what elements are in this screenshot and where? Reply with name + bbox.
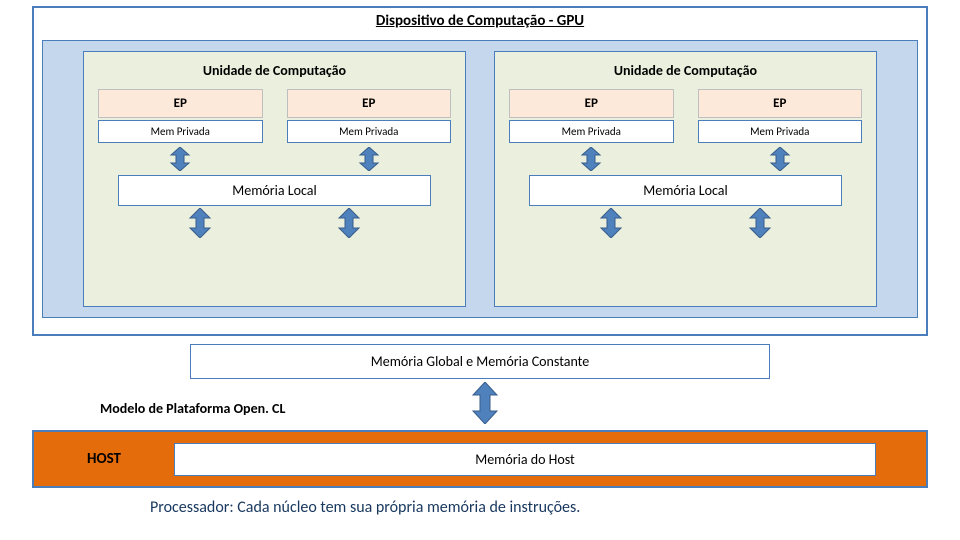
arrow-updown-icon [470,382,500,429]
host-label: HOST [34,450,174,468]
arrow-updown-icon [336,208,362,243]
arrow-updown-icon [187,208,213,243]
mem-privada-box: Mem Privada [98,120,263,143]
mem-privada-box: Mem Privada [509,120,674,143]
ep-col-1-0: EP Mem Privada [509,89,674,175]
arrow-updown-icon [580,147,602,171]
gpu-device-box: Dispositivo de Computação - GPU Unidade … [32,6,928,336]
compute-unit-0-title: Unidade de Computação [98,58,451,89]
arrow-updown-icon [169,147,191,171]
ep-col-1-1: EP Mem Privada [698,89,863,175]
compute-unit-0-ep-row: EP Mem Privada EP Mem Privada [98,89,451,175]
arrow-updown-icon [598,208,624,243]
mem-local-box: Memória Local [118,175,431,206]
arrow-pair-1 [549,208,822,243]
compute-unit-0: Unidade de Computação EP Mem Privada EP … [83,51,466,307]
arrow-pair-0 [138,208,411,243]
ep-col-0-0: EP Mem Privada [98,89,263,175]
global-memory-box: Memória Global e Memória Constante [190,344,770,379]
mem-privada-box: Mem Privada [287,120,452,143]
footer-processor-text: Processador: Cada núcleo tem sua própria… [150,498,580,517]
arrow-updown-icon [769,147,791,171]
gpu-title: Dispositivo de Computação - GPU [34,8,926,38]
gpu-inner-area: Unidade de Computação EP Mem Privada EP … [42,40,918,318]
arrow-updown-icon [747,208,773,243]
mem-privada-box: Mem Privada [698,120,863,143]
ep-box: EP [509,89,674,118]
ep-box: EP [698,89,863,118]
host-memory-box: Memória do Host [174,443,876,476]
ep-box: EP [98,89,263,118]
host-box: HOST Memória do Host [32,430,928,488]
mem-local-box: Memória Local [529,175,842,206]
platform-model-label: Modelo de Plataforma Open. CL [100,400,285,417]
arrow-updown-icon [358,147,380,171]
ep-box: EP [287,89,452,118]
compute-unit-1-ep-row: EP Mem Privada EP Mem Privada [509,89,862,175]
ep-col-0-1: EP Mem Privada [287,89,452,175]
compute-unit-1-title: Unidade de Computação [509,58,862,89]
compute-unit-1: Unidade de Computação EP Mem Privada EP … [494,51,877,307]
